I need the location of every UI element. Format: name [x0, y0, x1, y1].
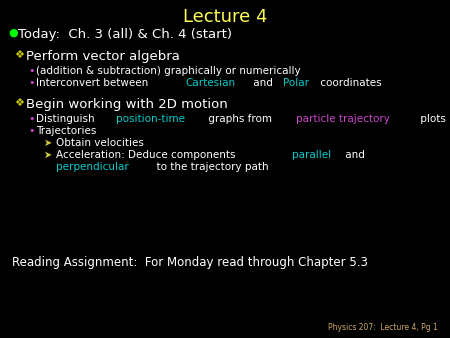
Text: ❖: ❖: [14, 98, 24, 108]
Text: Trajectories: Trajectories: [36, 126, 96, 136]
Text: coordinates: coordinates: [317, 78, 382, 88]
Text: Today:  Ch. 3 (all) & Ch. 4 (start): Today: Ch. 3 (all) & Ch. 4 (start): [18, 28, 232, 41]
Text: •: •: [28, 78, 35, 88]
Text: •: •: [28, 114, 35, 124]
Text: position-time: position-time: [116, 114, 185, 124]
Text: Lecture 4: Lecture 4: [183, 8, 267, 26]
Text: •: •: [28, 126, 35, 136]
Text: Obtain velocities: Obtain velocities: [56, 138, 144, 148]
Text: •: •: [28, 66, 35, 76]
Text: Reading Assignment:  For Monday read through Chapter 5.3: Reading Assignment: For Monday read thro…: [12, 256, 368, 269]
Text: Cartesian: Cartesian: [185, 78, 235, 88]
Text: and: and: [342, 150, 365, 160]
Text: Polar: Polar: [284, 78, 310, 88]
Text: particle trajectory: particle trajectory: [296, 114, 389, 124]
Text: ➤: ➤: [44, 150, 52, 160]
Text: ❖: ❖: [14, 50, 24, 60]
Text: ➤: ➤: [44, 138, 52, 148]
Text: Begin working with 2D motion: Begin working with 2D motion: [26, 98, 228, 111]
Text: parallel: parallel: [292, 150, 331, 160]
Text: Interconvert between: Interconvert between: [36, 78, 152, 88]
Text: perpendicular: perpendicular: [56, 162, 129, 172]
Text: Distinguish: Distinguish: [36, 114, 98, 124]
Text: plots: plots: [417, 114, 446, 124]
Text: graphs from: graphs from: [205, 114, 275, 124]
Text: (addition & subtraction) graphically or numerically: (addition & subtraction) graphically or …: [36, 66, 301, 76]
Text: and: and: [250, 78, 276, 88]
Text: Acceleration: Deduce components: Acceleration: Deduce components: [56, 150, 239, 160]
Text: Physics 207:  Lecture 4, Pg 1: Physics 207: Lecture 4, Pg 1: [328, 323, 438, 332]
Text: Perform vector algebra: Perform vector algebra: [26, 50, 180, 63]
Text: to the trajectory path: to the trajectory path: [150, 162, 269, 172]
Text: ●: ●: [8, 28, 18, 38]
